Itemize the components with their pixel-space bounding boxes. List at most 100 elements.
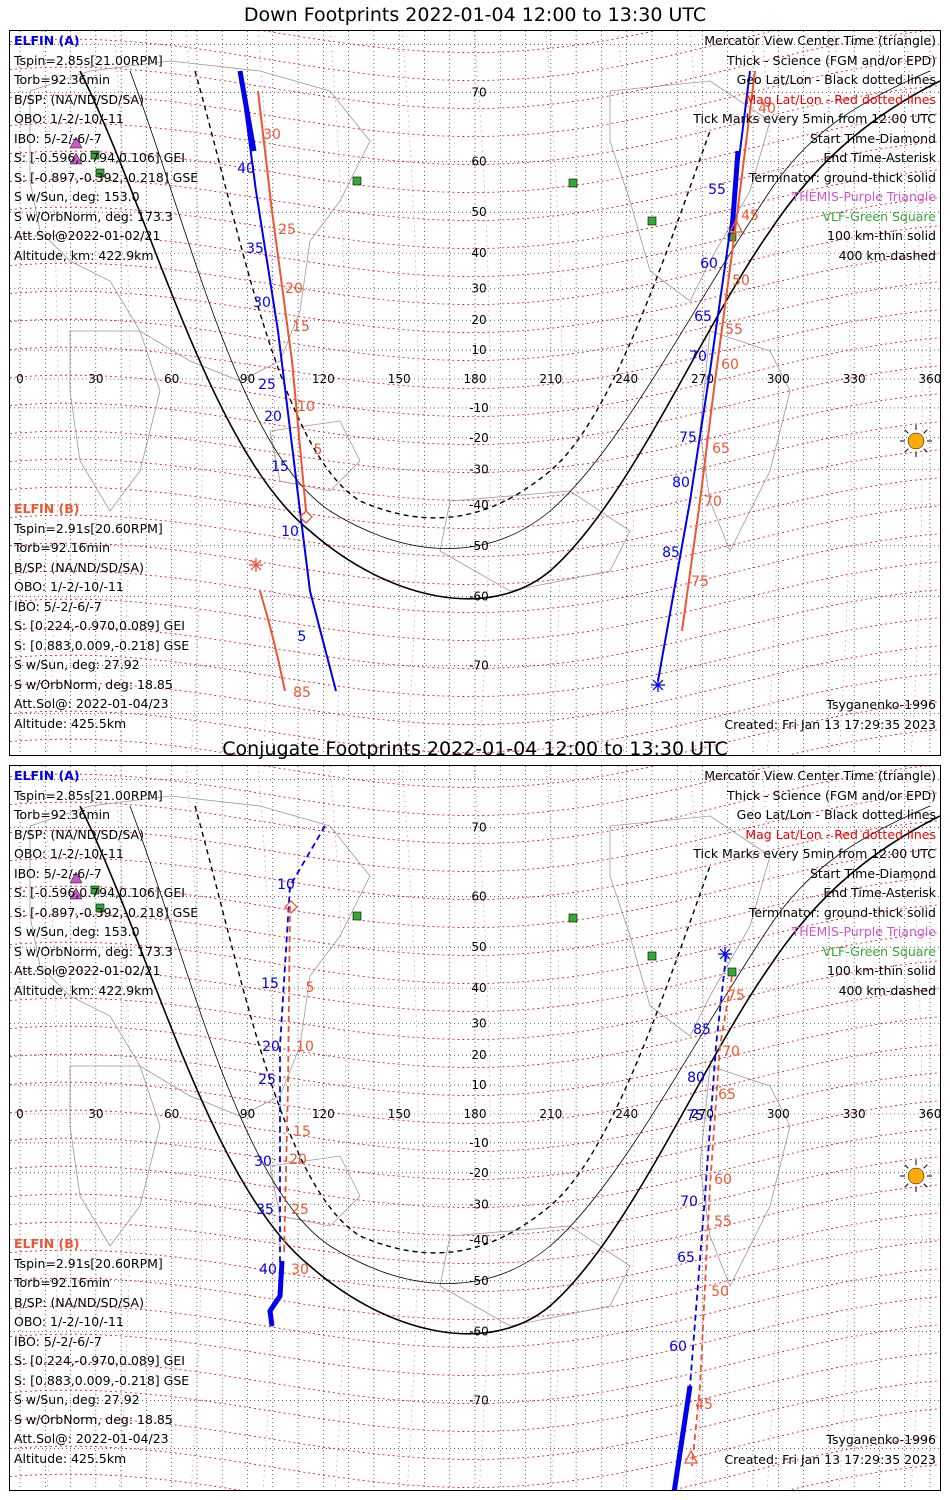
tick-time-label: 35: [256, 1202, 274, 1218]
footprint-map: 0 30 60 90 120 150 180 210 240 270 300 330 360 70 60 50…: [10, 766, 941, 1490]
elfin-a-param: IBO: 5/-2/-6/-7: [14, 865, 102, 881]
lat-tick-label: -10: [469, 401, 489, 415]
tick-time-label: 5: [314, 442, 323, 458]
lon-tick-label: 180: [464, 1107, 487, 1121]
coastlines: [29, 795, 791, 1327]
elfin-a-param: Altitude, km: 422.9km: [14, 982, 154, 998]
tick-time-label: 40: [237, 161, 255, 177]
legend-item: End Time-Asterisk: [823, 885, 936, 900]
legend-item: Mag Lat/Lon - Red dotted lines: [745, 826, 936, 842]
lat-tick-label: -70: [469, 658, 489, 672]
tick-time-label: 40: [758, 101, 776, 117]
tick-time-label: 20: [285, 281, 303, 297]
lat-tick-label: 70: [471, 86, 486, 100]
tick-time-label: 10: [281, 524, 299, 540]
tick-time-label: 60: [700, 256, 718, 272]
lon-tick-label: 150: [388, 1107, 411, 1121]
legend-item: Thick - Science (FGM and/or EPD): [727, 52, 936, 68]
lon-tick-label: 0: [16, 1107, 24, 1121]
lon-tick-label: 360: [919, 1107, 941, 1121]
elfin-b-param: IBO: 5/-2/-6/-7: [14, 1333, 102, 1349]
terminator: [79, 70, 940, 600]
legend-item: THEMIS-Purple Triangle: [791, 189, 936, 204]
tick-time-label: 5: [298, 629, 307, 645]
down-title: Down Footprints 2022-01-04 12:00 to 13:3…: [243, 4, 707, 26]
tick-time-label: 65: [718, 1087, 736, 1103]
legend-item: End Time-Asterisk: [823, 150, 936, 165]
model-label: Tsyganenko-1996: [826, 1432, 936, 1447]
elfin-b-param: Att.Sol@: 2022-01-04/23: [14, 696, 169, 711]
tick-time-label: 15: [271, 459, 289, 475]
legend-item: Tick Marks every 5min from 12:00 UTC: [693, 111, 936, 126]
footprint-tracks: [267, 825, 733, 1490]
lat-tick-label: 70: [471, 821, 486, 835]
tick-time-label: 60: [669, 1339, 687, 1355]
start-time-diamond: [284, 900, 298, 914]
vlf-station-marker: [95, 168, 105, 178]
legend: Mercator View Center Time (triangle) Thic…: [693, 766, 936, 1000]
lat-tick-label: 20: [471, 1048, 486, 1062]
tick-time-label: 70: [722, 1044, 740, 1060]
lat-tick-label: 40: [471, 246, 486, 260]
elfin-a-param: S: [-0.596,0.794,0.106] GEI: [14, 150, 185, 165]
lon-tick-label: 240: [615, 1107, 638, 1121]
tick-time-label: 45: [741, 208, 759, 224]
legend-item: 100 km-thin solid: [827, 963, 936, 978]
lat-tick-label: 60: [471, 890, 486, 904]
elfin-b-title: ELFIN (B): [14, 1236, 80, 1251]
created-timestamp: Created: Fri Jan 13 17:29:35 2023: [724, 717, 936, 732]
tick-time-label: 75: [679, 430, 697, 446]
tick-time-label: 85: [693, 1022, 711, 1038]
lat-tick-label: 20: [471, 313, 486, 327]
tick-time-label: 25: [291, 1202, 309, 1218]
lat-tick-label: -20: [469, 1166, 489, 1180]
elfin-b-param: S w/Sun, deg: 27.92: [14, 1392, 140, 1407]
elfin-a-param: S w/Sun, deg: 153.0: [14, 924, 140, 939]
geo-grid: [10, 31, 940, 755]
elfin-a-param: S w/OrbNorm, deg: 173.3: [14, 208, 173, 224]
sun-icon: [900, 425, 932, 457]
lat-tick-label: 10: [471, 343, 486, 357]
end-time-asterisk: [651, 678, 665, 692]
elfin-b-param: S: [0.883,0.009,-0.218] GSE: [14, 1372, 190, 1388]
tick-time-label: 75: [691, 574, 709, 590]
elfin-b-info: ELFIN (B) Tspin=2.91s[20.60RPM] Torb=92.16…: [14, 1234, 189, 1468]
elfin-b-param: OBO: 1/-2/-10/-11: [14, 579, 124, 594]
elfin-a-title: ELFIN (A): [14, 33, 80, 48]
tick-time-label: 70: [680, 1194, 698, 1210]
elfin-b-param: B/SP: (NA/ND/SD/SA): [14, 559, 144, 575]
mag-grid: [10, 766, 940, 1490]
conjugate-title: Conjugate Footprints 2022-01-04 12:00 to…: [222, 738, 728, 760]
elfin-b-title: ELFIN (B): [14, 501, 80, 516]
footprint-tracks: [237, 70, 756, 692]
elfin-b-param: IBO: 5/-2/-6/-7: [14, 598, 102, 614]
tick-time-label: 55: [714, 1214, 732, 1230]
legend-item: Thick - Science (FGM and/or EPD): [727, 787, 936, 803]
tick-time-label: 85: [293, 685, 311, 701]
tick-time-label: 30: [253, 295, 271, 311]
elfin-b-param: Tspin=2.91s[20.60RPM]: [14, 1255, 163, 1271]
terminator: [79, 805, 940, 1335]
elfin-b-param: S: [0.883,0.009,-0.218] GSE: [14, 637, 190, 653]
elfin-b-param: Torb=92.16min: [14, 1275, 111, 1290]
lat-tick-label: -60: [469, 589, 489, 603]
lat-tick-label: 10: [471, 1078, 486, 1092]
vlf-station-marker: [352, 176, 362, 186]
lon-tick-label: 90: [240, 372, 255, 386]
elfin-b-param: B/SP: (NA/ND/SD/SA): [14, 1294, 144, 1310]
legend-item: Geo Lat/Lon - Black dotted lines: [736, 807, 936, 822]
elfin-a-param: S w/Sun, deg: 153.0: [14, 189, 140, 204]
lat-tick-label: 40: [471, 981, 486, 995]
elfin-a-param: B/SP: (NA/ND/SD/SA): [14, 91, 144, 107]
tick-time-label: 80: [687, 1070, 705, 1086]
elfin-b-param: S w/Sun, deg: 27.92: [14, 657, 140, 672]
elfin-a-param: S: [-0.596,0.794,0.106] GEI: [14, 885, 185, 900]
lat-tick-label: -40: [469, 1233, 489, 1247]
legend-item: Terminator: ground-thick solid: [748, 904, 936, 920]
elfin-a-param: S: [-0.897,-0.392,-0.218] GSE: [14, 169, 199, 185]
elfin-a-param: OBO: 1/-2/-10/-11: [14, 846, 124, 861]
elfin-b-param: Torb=92.16min: [14, 540, 111, 555]
lat-tick-label: -10: [469, 1136, 489, 1150]
tick-time-label: 25: [258, 377, 276, 393]
tick-time-label: 5: [306, 980, 315, 996]
